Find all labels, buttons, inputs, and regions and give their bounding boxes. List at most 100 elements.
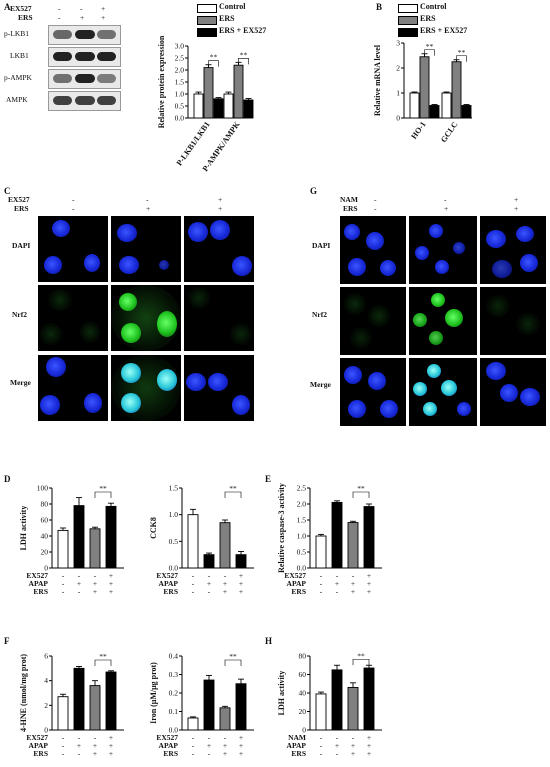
significance-bracket [424, 49, 435, 56]
treatment-mark: - [208, 571, 211, 580]
blot-mark: + [101, 13, 106, 22]
bar [363, 667, 375, 731]
y-tick-label: 1.0 [169, 510, 179, 519]
treatment-row-label: ERS [291, 749, 306, 758]
y-tick-label: 0 [302, 726, 306, 735]
ifc-row-nrf2: Nrf2 [12, 310, 27, 319]
chart-e-caspase: 0.00.51.01.52.02.5 **EX527- - - +APAP - + + +ERS… [277, 483, 382, 596]
treatment-mark: + [351, 587, 355, 596]
legend-label-ex527: ERS + EX527 [420, 26, 468, 35]
y-tick-label: 0.0 [297, 564, 307, 573]
panel-label-e: E [265, 474, 272, 484]
chart-b-mrna: 0 1 2 3 ** HO-1 ** GCLC Relative mRNA level [373, 39, 472, 144]
ifg-mark: + [444, 204, 449, 213]
y-tick-label: 0.0 [169, 564, 179, 573]
significance-bracket [224, 491, 242, 498]
ifg-image-dapi-2 [409, 216, 477, 284]
treatment-mark: - [78, 571, 81, 580]
treatment-mark: + [223, 741, 227, 750]
legend-label-ers: ERS [420, 14, 436, 23]
y-tick-label: 2.0 [175, 66, 185, 75]
ifc-image-nrf2-2 [111, 285, 181, 351]
treatment-row-label: NAM [288, 733, 306, 742]
blot-mark: + [101, 4, 106, 13]
treatment-mark: - [320, 733, 323, 742]
treatment-mark: - [336, 571, 339, 580]
bar-ers-ex527 [213, 98, 224, 119]
y-tick-label: 20 [41, 548, 49, 557]
ifc-mark: + [146, 204, 151, 213]
blot-label-p-lkb1: p-LKB1 [4, 29, 29, 38]
bar-ers [451, 61, 462, 119]
bar-control [223, 93, 234, 119]
panel-label-a: A [4, 2, 11, 12]
treatment-mark: + [239, 741, 243, 750]
y-tick-label: 40 [41, 532, 49, 541]
treatment-row-label: EX527 [26, 733, 48, 742]
treatment-mark: + [223, 587, 227, 596]
ifc-mark: - [72, 195, 75, 204]
bar-ers-ex527 [429, 105, 440, 119]
x-category-label: GCLC [439, 120, 460, 144]
ifg-image-merge-1 [340, 358, 406, 426]
significance-label: ** [210, 53, 218, 62]
blot-mark: - [80, 4, 83, 13]
treatment-row-label: EX527 [26, 571, 48, 580]
bar [73, 667, 85, 731]
y-axis-title: Relative mRNA level [373, 44, 382, 116]
ifg-header-nam: NAM [340, 195, 358, 204]
significance-label: ** [426, 42, 434, 51]
y-axis-title: Iron (μM/μg prot) [149, 662, 158, 724]
y-tick-label: 80 [299, 652, 307, 661]
blot-strip-ampk [48, 91, 121, 111]
treatment-mark: - [62, 579, 65, 588]
significance-bracket [94, 659, 112, 666]
ifc-image-merge-1 [38, 355, 108, 421]
ifg-image-dapi-1 [340, 216, 406, 284]
y-axis-title: Relative caspase-3 activity [277, 483, 286, 573]
treatment-mark: - [208, 749, 211, 758]
y-tick-label: 1.5 [169, 484, 179, 493]
treatment-mark: + [109, 733, 113, 742]
treatment-mark: + [109, 579, 113, 588]
treatment-row-label: APAP [29, 579, 49, 588]
treatment-mark: + [239, 571, 243, 580]
y-axis-title: Relative protein expression [157, 35, 166, 128]
bar [187, 717, 199, 731]
ifg-image-merge-2 [409, 358, 477, 426]
significance-bracket [94, 491, 112, 498]
y-axis-title: CCK8 [149, 517, 158, 539]
treatment-mark: - [320, 571, 323, 580]
y-tick-label: 1.0 [175, 90, 185, 99]
treatment-mark: - [336, 587, 339, 596]
treatment-mark: + [367, 741, 371, 750]
treatment-mark: + [93, 741, 97, 750]
bar [57, 529, 69, 569]
blot-header-ers: ERS [18, 13, 33, 22]
treatment-mark: - [192, 579, 195, 588]
treatment-mark: + [367, 749, 371, 758]
y-tick-label: 0.2 [169, 689, 179, 698]
y-tick-label: 3 [396, 39, 400, 48]
significance-bracket [208, 60, 219, 67]
treatment-mark: + [93, 749, 97, 758]
blot-strip-p-ampk [48, 69, 121, 89]
treatment-mark: + [351, 579, 355, 588]
significance-label: ** [357, 651, 365, 660]
treatment-row-label: ERS [33, 587, 48, 596]
treatment-mark: - [320, 587, 323, 596]
treatment-mark: + [351, 749, 355, 758]
ifg-image-dapi-3 [480, 216, 546, 284]
treatment-mark: + [223, 579, 227, 588]
treatment-mark: - [336, 733, 339, 742]
treatment-mark: - [192, 733, 195, 742]
bar-ers-ex527 [243, 99, 254, 119]
ifg-mark: + [514, 195, 519, 204]
bar [347, 687, 359, 731]
ifg-mark: - [444, 195, 447, 204]
treatment-mark: + [367, 571, 371, 580]
treatment-mark: + [109, 741, 113, 750]
significance-label: ** [458, 48, 466, 57]
y-tick-label: 2.5 [175, 54, 185, 63]
treatment-mark: - [192, 571, 195, 580]
